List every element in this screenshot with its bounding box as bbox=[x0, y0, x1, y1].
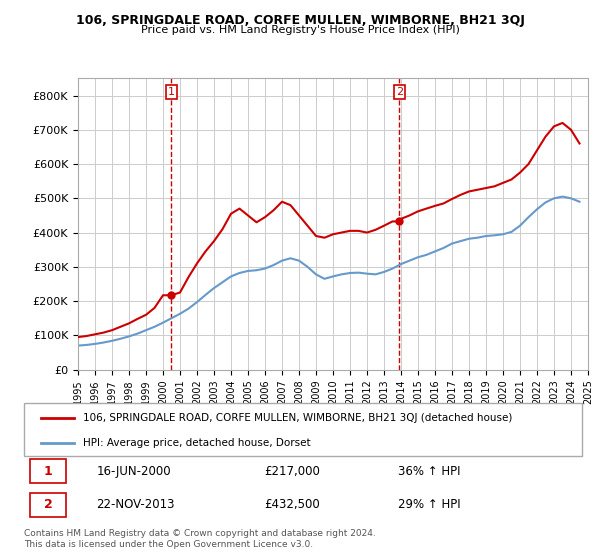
Text: Contains HM Land Registry data © Crown copyright and database right 2024.
This d: Contains HM Land Registry data © Crown c… bbox=[24, 529, 376, 549]
Text: 29% ↑ HPI: 29% ↑ HPI bbox=[398, 498, 460, 511]
Text: 1: 1 bbox=[168, 87, 175, 97]
Text: 36% ↑ HPI: 36% ↑ HPI bbox=[398, 465, 460, 478]
FancyBboxPatch shape bbox=[24, 403, 582, 456]
Text: 106, SPRINGDALE ROAD, CORFE MULLEN, WIMBORNE, BH21 3QJ: 106, SPRINGDALE ROAD, CORFE MULLEN, WIMB… bbox=[76, 14, 524, 27]
Text: 106, SPRINGDALE ROAD, CORFE MULLEN, WIMBORNE, BH21 3QJ (detached house): 106, SPRINGDALE ROAD, CORFE MULLEN, WIMB… bbox=[83, 413, 512, 423]
Text: 16-JUN-2000: 16-JUN-2000 bbox=[97, 465, 171, 478]
Text: 2: 2 bbox=[44, 498, 52, 511]
Text: £432,500: £432,500 bbox=[264, 498, 320, 511]
Text: 1: 1 bbox=[44, 465, 52, 478]
Text: £217,000: £217,000 bbox=[264, 465, 320, 478]
FancyBboxPatch shape bbox=[29, 459, 66, 483]
Text: Price paid vs. HM Land Registry's House Price Index (HPI): Price paid vs. HM Land Registry's House … bbox=[140, 25, 460, 35]
Text: 22-NOV-2013: 22-NOV-2013 bbox=[97, 498, 175, 511]
Text: 2: 2 bbox=[396, 87, 403, 97]
Text: HPI: Average price, detached house, Dorset: HPI: Average price, detached house, Dors… bbox=[83, 438, 310, 448]
FancyBboxPatch shape bbox=[29, 493, 66, 517]
